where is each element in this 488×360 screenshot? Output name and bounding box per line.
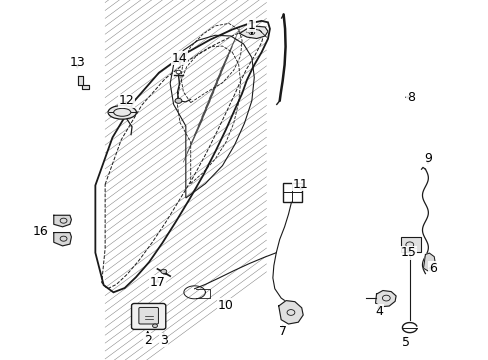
Text: 12: 12 [118, 94, 134, 107]
Text: 8: 8 [406, 91, 414, 104]
Polygon shape [278, 301, 303, 324]
Text: 3: 3 [160, 334, 167, 347]
Text: 17: 17 [149, 276, 165, 289]
Polygon shape [375, 291, 395, 307]
FancyBboxPatch shape [139, 307, 158, 324]
Text: 11: 11 [292, 178, 308, 191]
Circle shape [161, 269, 166, 274]
Polygon shape [54, 215, 71, 227]
Circle shape [175, 98, 182, 103]
Text: 9: 9 [423, 152, 431, 165]
Text: 10: 10 [218, 299, 233, 312]
Text: 2: 2 [143, 334, 151, 347]
Text: 5: 5 [401, 336, 409, 349]
Text: 15: 15 [400, 246, 415, 259]
Text: 13: 13 [69, 57, 85, 69]
Text: 7: 7 [278, 325, 286, 338]
Bar [282, 183, 302, 202]
Text: 1: 1 [247, 19, 255, 32]
Text: 4: 4 [374, 305, 382, 318]
Polygon shape [78, 76, 89, 89]
Circle shape [152, 324, 157, 328]
Polygon shape [423, 253, 434, 271]
Bar [400, 237, 420, 252]
Polygon shape [239, 26, 267, 39]
Ellipse shape [108, 105, 136, 119]
Text: 6: 6 [428, 262, 436, 275]
Text: 16: 16 [32, 225, 48, 238]
Polygon shape [54, 233, 71, 246]
Text: 14: 14 [172, 52, 187, 65]
FancyBboxPatch shape [131, 303, 165, 329]
